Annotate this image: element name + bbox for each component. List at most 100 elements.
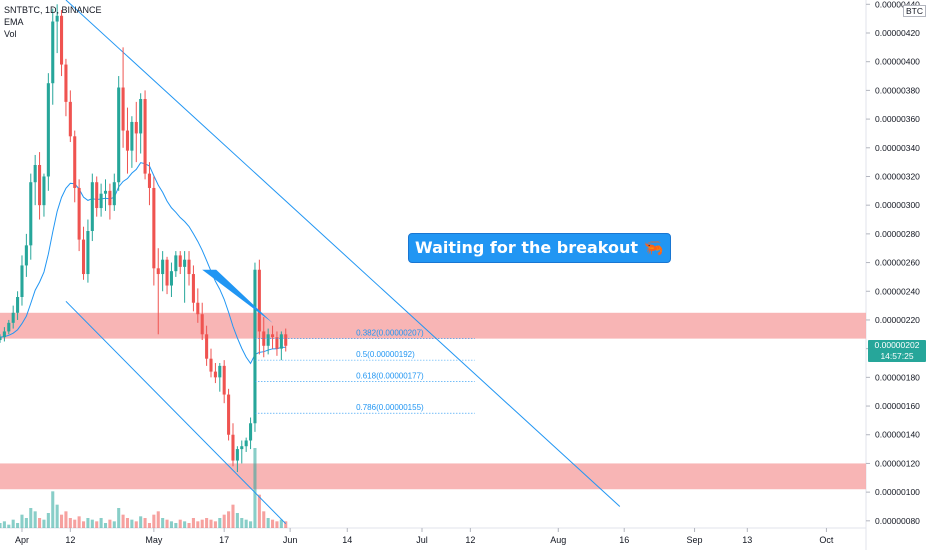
volume-bar [60,514,64,528]
callout-pointer [202,269,273,323]
volume-bar [196,521,200,528]
y-tick-label: 0.00000340 [875,143,920,153]
volume-bar [103,523,108,528]
volume-bar [284,521,288,528]
candle [130,121,134,151]
y-tick-label: 0.00000220 [875,315,920,325]
volume-bar [161,518,165,528]
y-tick-label: 0.00000420 [875,28,920,38]
y-tick-label: 0.00000100 [875,487,920,497]
volume-bar [156,511,160,528]
y-tick-label: 0.00000080 [875,516,920,526]
candle [169,271,173,286]
volume-bar [275,521,279,528]
candle [178,255,182,267]
x-tick-label: Oct [819,535,834,545]
candle [205,334,209,359]
resistance-zone-2 [0,463,866,490]
candle [249,423,253,441]
candle [174,255,178,272]
volume-bar [257,494,261,528]
volume-bar [134,521,138,528]
volume-bar [227,511,231,528]
volume-bar [130,519,134,528]
candle [143,99,147,174]
y-tick-label: 0.00000380 [875,85,920,95]
candle [253,269,257,424]
volume-bar [262,511,266,528]
volume-bar [95,521,99,528]
candle [81,239,86,275]
candle [191,274,195,303]
shrimp-icon: 🦐 [643,238,664,257]
candle [99,193,103,209]
candle [38,165,42,206]
candle [7,322,11,332]
x-tick-label: Jun [283,535,298,545]
x-tick-label: Jul [416,535,428,545]
x-tick-label: Sep [687,535,703,545]
volume-bar [240,518,244,528]
volume-bar [90,519,94,528]
y-tick-label: 0.00000180 [875,372,920,382]
fib-level-label: 0.618(0.00000177) [356,372,424,381]
volume-bar [55,504,59,528]
volume-bar [51,491,55,528]
candle [134,121,138,134]
volume-bar [125,518,130,528]
volume-bar [174,523,178,528]
candle [147,173,152,188]
x-tick-label: Aug [550,535,566,545]
ema-label: EMA [4,17,24,27]
fib-level-label: 0.786(0.00000155) [356,403,424,412]
candle [257,269,261,332]
volume-bar [81,521,86,528]
candle [262,331,266,346]
volume-bar [218,518,222,528]
volume-bar [0,523,2,528]
volume-bar [183,521,187,528]
volume-bar [112,521,116,528]
vol-label: Vol [4,29,17,39]
volume-bar [108,519,112,528]
volume-bar [86,518,90,528]
volume-bar [139,516,143,528]
volume-bar [187,523,191,528]
volume-bar [165,519,169,528]
descending-trendline [65,0,621,507]
candle [235,449,239,461]
candle [112,182,116,206]
y-tick-label: 0.00000280 [875,229,920,239]
candle [51,21,55,84]
volume-bar [68,518,72,528]
candle [20,265,24,297]
candle [240,446,244,450]
candle [77,187,81,240]
candle [90,182,94,231]
volume-bar [152,514,156,528]
candle [46,83,50,177]
candle [161,259,165,275]
volume-bar [16,523,20,528]
candle [152,187,156,269]
volume-bar [279,519,283,528]
fib-level-label: 0.382(0.00000207) [356,329,424,338]
volume-bar [178,519,182,528]
volume-bar [2,521,6,528]
candle [11,312,15,323]
x-tick-label: Apr [15,535,29,545]
candle [139,99,143,134]
y-tick-label: 0.00000400 [875,57,920,67]
volume-bar [73,519,77,528]
volume-bar [99,518,103,528]
currency-unit[interactable]: BTC [903,5,926,17]
y-tick-label: 0.00000160 [875,401,920,411]
x-tick-label: May [145,535,163,545]
volume-bar [42,519,46,528]
candle [73,136,77,188]
volume-bar [231,504,235,528]
volume-bar [20,514,24,528]
volume-bar [46,513,50,528]
